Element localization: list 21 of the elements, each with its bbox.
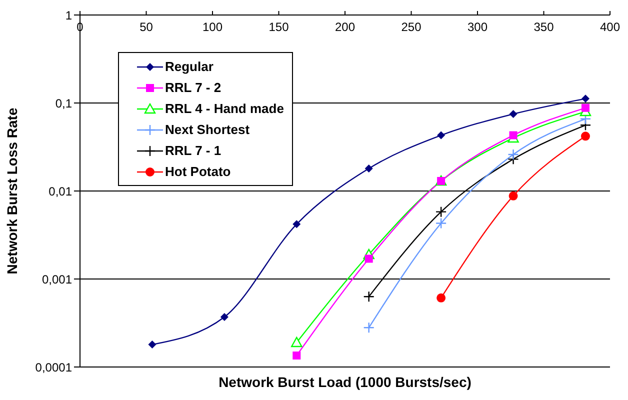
legend-label: RRL 4 - Hand made bbox=[165, 101, 284, 116]
legend-label: RRL 7 - 1 bbox=[165, 143, 222, 158]
y-tick-label: 0,001 bbox=[42, 272, 72, 286]
x-tick-label: 150 bbox=[268, 20, 290, 34]
x-tick-label: 100 bbox=[202, 20, 223, 34]
x-tick-label: 50 bbox=[140, 20, 154, 34]
legend-label: Hot Potato bbox=[165, 164, 231, 179]
y-tick-label: 1 bbox=[65, 8, 72, 22]
y-tick-label: 0,1 bbox=[55, 96, 72, 110]
x-axis-title: Network Burst Load (1000 Bursts/sec) bbox=[218, 374, 472, 390]
legend-label: RRL 7 - 2 bbox=[165, 80, 222, 95]
y-tick-label: 0,01 bbox=[48, 184, 72, 198]
legend-label: Regular bbox=[165, 59, 214, 74]
x-tick-label: 250 bbox=[401, 20, 422, 34]
x-tick-label: 400 bbox=[600, 20, 620, 34]
legend-label: Next Shortest bbox=[165, 122, 250, 137]
y-axis-title: Network Burst Loss Rate bbox=[4, 108, 20, 274]
x-tick-label: 350 bbox=[534, 20, 554, 34]
x-tick-label: 200 bbox=[334, 20, 356, 34]
y-tick-label: 0,0001 bbox=[35, 360, 72, 374]
x-tick-label: 300 bbox=[467, 20, 488, 34]
